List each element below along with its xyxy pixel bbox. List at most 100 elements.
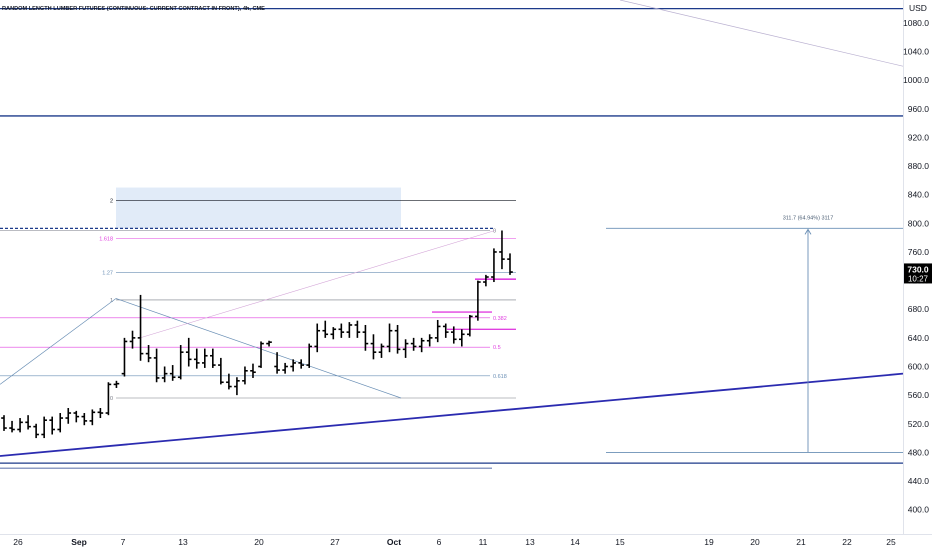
- y-tick-label: 560.0: [908, 390, 930, 400]
- candle-bar: [153, 348, 160, 383]
- candle-bar: [362, 324, 369, 351]
- candle-bar: [105, 382, 112, 416]
- candle-bar: [491, 248, 497, 283]
- candle-bar: [499, 230, 505, 270]
- candle-bar: [161, 366, 168, 383]
- trendlines-layer: [0, 0, 932, 469]
- x-tick-label: 21: [796, 537, 806, 547]
- candle-bar: [266, 340, 272, 347]
- fib-retrace-label: 0.618: [493, 374, 507, 380]
- candle-bar: [177, 345, 184, 380]
- candle-bar: [65, 408, 72, 424]
- fib-retrace-label: 0.5: [493, 345, 501, 351]
- candle-bar: [442, 323, 449, 338]
- candle-bar: [193, 348, 200, 369]
- y-tick-label: 1040.0: [903, 47, 929, 57]
- candle-bar: [459, 329, 465, 347]
- fib-extension-label: 2: [110, 198, 113, 204]
- candle-bar: [483, 274, 489, 287]
- fib-leg-line: [115, 298, 402, 399]
- y-tick-label: 480.0: [908, 447, 930, 457]
- x-tick-label: 22: [842, 537, 852, 547]
- candle-bar: [73, 410, 80, 423]
- y-tick-label: 400.0: [908, 505, 930, 515]
- current-price: 730.0: [907, 264, 929, 274]
- x-tick-label: Oct: [387, 537, 401, 547]
- x-tick-label: 13: [525, 537, 535, 547]
- candle-bar: [346, 322, 353, 338]
- candle-bar: [137, 294, 144, 361]
- y-tick-label: 600.0: [908, 361, 930, 371]
- fib-leg-line: [0, 298, 117, 385]
- y-tick-label: 680.0: [908, 304, 930, 314]
- x-tick-label: 19: [704, 537, 714, 547]
- candle-bar: [17, 418, 23, 433]
- candle-bar: [226, 373, 232, 390]
- candle-bar: [378, 343, 385, 358]
- candle-bar: [121, 337, 128, 377]
- candle-bar: [185, 337, 192, 367]
- thin-trendline: [139, 230, 496, 339]
- y-tick-label: 840.0: [908, 190, 930, 200]
- candle-bar: [25, 415, 31, 430]
- x-tick-label: 27: [330, 537, 340, 547]
- x-tick-label: 14: [570, 537, 580, 547]
- x-tick-label: 6: [437, 537, 442, 547]
- y-tick-label: 1080.0: [903, 18, 929, 28]
- y-tick-label: 440.0: [908, 476, 930, 486]
- candle-bar: [274, 352, 280, 374]
- candle-bar: [97, 408, 104, 419]
- measure-label: 311.7 (64.94%) 3117: [783, 215, 834, 221]
- fib-extension-label: 1.27: [102, 271, 113, 277]
- candle-bar: [450, 326, 457, 344]
- candle-bar: [338, 323, 345, 338]
- x-axis[interactable]: 26 Sep 7 13 20 27 Oct 6 11 13 14 15 19 20 21 22 25: [13, 537, 896, 547]
- fib-levels-layer: 2 1.618 1.27 1 0 0 0.382 0.5 0.618: [0, 198, 516, 402]
- candle-bar: [402, 339, 409, 358]
- target-zone-layer: [116, 187, 401, 229]
- candle-bar: [290, 359, 296, 372]
- x-tick-label: 11: [479, 537, 488, 547]
- chart-title: RANDOM LENGTH LUMBER FUTURES (CONTINUOUS…: [2, 6, 265, 12]
- fib-retrace-label: 0.382: [493, 316, 507, 322]
- x-tick-label: 26: [13, 537, 23, 547]
- candle-bar: [298, 359, 304, 369]
- candle-bar: [234, 377, 240, 396]
- candle-bar: [426, 334, 433, 347]
- candle-bar: [386, 323, 393, 353]
- candle-bar: [81, 413, 88, 426]
- candle-bar: [1, 415, 7, 431]
- currency-label: USD: [909, 3, 927, 13]
- upper-trendline: [619, 0, 932, 74]
- candle-bar: [210, 348, 216, 368]
- fib-retrace-label: 0: [493, 228, 496, 234]
- candle-bar: [467, 314, 473, 337]
- candle-bar: [218, 357, 224, 385]
- candle-bar: [410, 337, 417, 351]
- candle-bar: [9, 420, 15, 433]
- candle-bar: [507, 253, 513, 275]
- price-range-measure[interactable]: 311.7 (64.94%) 3117: [606, 215, 903, 453]
- candle-bar: [57, 413, 64, 433]
- candle-bar: [129, 330, 136, 349]
- y-tick-label: 960.0: [908, 104, 930, 114]
- candle-bar: [322, 320, 329, 338]
- candle-bar: [201, 348, 208, 368]
- candle-bar: [169, 365, 176, 381]
- current-price-badge: 730.0 10:27: [904, 263, 932, 284]
- candle-bar: [49, 416, 55, 435]
- candle-bar: [250, 363, 256, 378]
- candle-bar: [394, 324, 401, 354]
- y-tick-label: 520.0: [908, 419, 930, 429]
- candle-bar: [258, 341, 264, 368]
- candle-bar: [282, 362, 288, 374]
- x-tick-label: 7: [121, 537, 126, 547]
- bar-countdown: 10:27: [908, 274, 929, 283]
- candle-bar: [89, 409, 96, 426]
- x-tick-label: 20: [750, 537, 760, 547]
- y-tick-label: 760.0: [908, 247, 930, 257]
- candle-bar: [330, 327, 337, 340]
- fib-extension-label: 0: [110, 396, 113, 402]
- candle-bar: [370, 334, 377, 360]
